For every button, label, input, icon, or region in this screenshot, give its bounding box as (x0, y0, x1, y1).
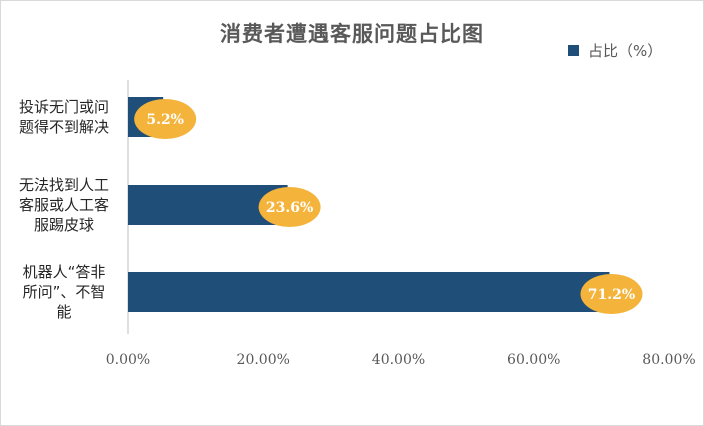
category-label: 机器人“答非 (23, 263, 106, 281)
data-label-bubble (258, 187, 321, 227)
data-label: 23.6% (266, 200, 313, 216)
data-label-bubble (580, 274, 643, 314)
category-label: 所问”、不智 (23, 283, 106, 301)
legend-label: 占比（%） (588, 42, 663, 60)
x-tick-label: 80.00% (642, 352, 695, 368)
category-label: 题得不到解决 (19, 118, 109, 136)
data-label: 71.2% (588, 287, 635, 303)
x-tick-label: 60.00% (507, 352, 560, 368)
category-label: 无法找到人工 (19, 176, 109, 194)
data-label: 5.2% (146, 112, 184, 128)
x-tick-label: 0.00% (106, 352, 150, 368)
category-label: 投诉无门或问 (19, 98, 109, 116)
chart-title: 消费者遭遇客服问题占比图 (220, 22, 484, 46)
legend-swatch (568, 45, 579, 56)
bar (128, 272, 610, 312)
legend: 占比（%） (568, 40, 662, 61)
category-label: 服踢皮球 (34, 216, 94, 234)
category-label: 能 (56, 303, 71, 321)
category-label: 客服或人工客 (19, 196, 109, 214)
x-tick-label: 40.00% (372, 352, 425, 368)
data-label-bubble (134, 99, 197, 139)
x-tick-label: 20.00% (237, 352, 290, 368)
